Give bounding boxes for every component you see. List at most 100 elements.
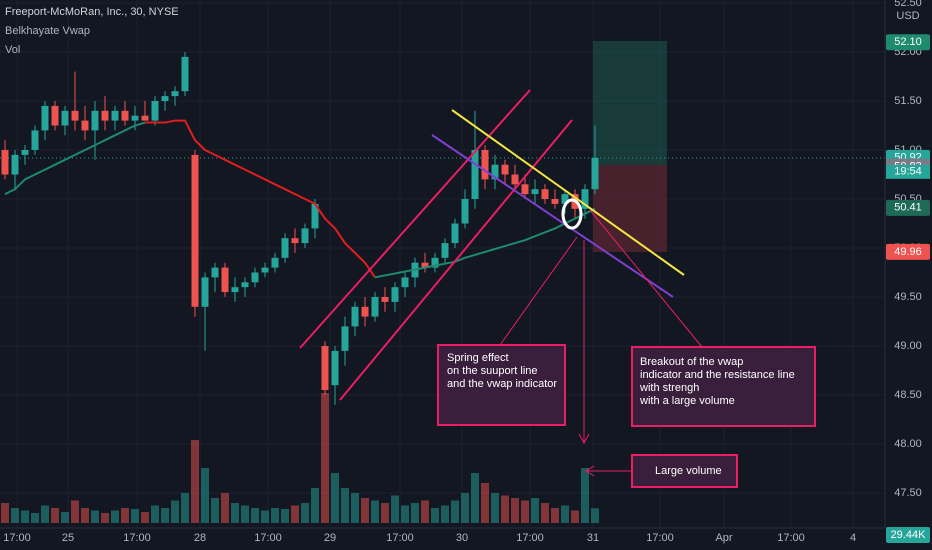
candle-body bbox=[301, 228, 309, 244]
volume-bar bbox=[141, 512, 149, 523]
candle-body bbox=[131, 115, 139, 121]
candle-body bbox=[371, 297, 379, 317]
annotation-box bbox=[631, 346, 816, 427]
annotation-box bbox=[631, 454, 738, 488]
x-tick-label: 17:00 bbox=[123, 532, 151, 544]
volume-bar bbox=[491, 493, 499, 523]
volume-bar bbox=[511, 498, 519, 523]
x-tick-label: 31 bbox=[587, 532, 599, 544]
volume-bar bbox=[561, 505, 569, 523]
candle-body bbox=[61, 110, 69, 126]
candle-body bbox=[51, 105, 59, 126]
volume-bar bbox=[431, 508, 439, 523]
candle-body bbox=[391, 287, 399, 302]
y-tick-label: 52.50 bbox=[894, 0, 922, 9]
candle-body bbox=[201, 277, 209, 307]
volume-bar bbox=[31, 513, 39, 523]
volume-bar bbox=[321, 393, 329, 523]
volume-bar bbox=[21, 510, 29, 523]
candle-body bbox=[311, 203, 319, 229]
candle-body bbox=[341, 326, 349, 351]
y-tick-label: 47.50 bbox=[894, 487, 922, 499]
x-tick-label: Apr bbox=[715, 532, 732, 544]
volume-bar bbox=[51, 508, 59, 523]
annotation-text: Spring effect bbox=[447, 352, 509, 364]
arrows bbox=[499, 209, 703, 477]
candle-body bbox=[591, 157, 599, 190]
vwap-line bbox=[145, 119, 376, 278]
volume-bar bbox=[181, 493, 189, 523]
candle-body bbox=[381, 297, 389, 302]
volume-bar bbox=[151, 505, 159, 523]
volume-bar bbox=[61, 512, 69, 523]
candle-body bbox=[491, 164, 499, 180]
candle-body bbox=[581, 189, 589, 209]
x-tick-label: 17:00 bbox=[3, 532, 31, 544]
candle-body bbox=[11, 154, 19, 175]
candle-body bbox=[451, 223, 459, 244]
candle-body bbox=[121, 110, 129, 121]
vwap-line bbox=[374, 207, 596, 279]
candle-body bbox=[251, 272, 259, 283]
x-tick-label: 29 bbox=[324, 532, 336, 544]
candle-body bbox=[181, 56, 189, 92]
candle-body bbox=[101, 110, 109, 121]
candle-body bbox=[321, 346, 329, 391]
volume-bar bbox=[251, 508, 259, 523]
volume-bar bbox=[451, 500, 459, 523]
vwap-line bbox=[4, 121, 146, 195]
volume-bar bbox=[221, 493, 229, 523]
x-tick-label: 30 bbox=[456, 532, 468, 544]
price-axis bbox=[885, 0, 932, 550]
x-tick-label: 17:00 bbox=[254, 532, 282, 544]
volume-bar bbox=[191, 440, 199, 523]
candle-body bbox=[31, 130, 39, 150]
volume-bar bbox=[161, 508, 169, 523]
volume-bar bbox=[111, 510, 119, 523]
volume-bar bbox=[531, 498, 539, 523]
candle-body bbox=[471, 150, 479, 199]
volume-bar bbox=[261, 510, 269, 523]
candle-body bbox=[261, 267, 269, 273]
candle-body bbox=[521, 184, 529, 195]
candle-body bbox=[151, 101, 159, 121]
annotation-text: and the vwap indicator bbox=[447, 378, 557, 390]
volume-bar bbox=[501, 495, 509, 523]
candle-body bbox=[1, 150, 9, 175]
price-badge bbox=[886, 243, 930, 260]
y-tick-label: 51.50 bbox=[894, 95, 922, 107]
volume-bar bbox=[331, 473, 339, 523]
price-badge bbox=[886, 527, 930, 543]
volume-bar bbox=[41, 505, 49, 523]
candle-body bbox=[461, 199, 469, 224]
price-badge bbox=[886, 199, 930, 216]
candle-body bbox=[441, 243, 449, 258]
volume-bar bbox=[291, 505, 299, 523]
candle-body bbox=[231, 287, 239, 293]
volume-bar bbox=[571, 510, 579, 523]
candle-body bbox=[421, 262, 429, 268]
candle-body bbox=[551, 199, 559, 204]
target-zone bbox=[593, 41, 667, 165]
volume-bar bbox=[551, 508, 559, 523]
volume-bar bbox=[341, 488, 349, 523]
volume bbox=[1, 393, 599, 523]
candle-body bbox=[401, 277, 409, 288]
y-tick-label: 49.50 bbox=[894, 291, 922, 303]
volume-bar bbox=[581, 468, 589, 523]
volume-bar bbox=[281, 509, 289, 523]
volume-bar bbox=[421, 500, 429, 523]
countdown: 19:54 bbox=[894, 166, 922, 178]
volume-bar bbox=[271, 508, 279, 523]
legend-volume: Vol bbox=[5, 44, 20, 56]
candle-body bbox=[501, 164, 509, 175]
volume-bar bbox=[411, 503, 419, 523]
channel-line bbox=[299, 89, 531, 349]
volume-bar bbox=[211, 498, 219, 523]
volume-bar bbox=[591, 508, 599, 523]
volume-bar bbox=[91, 510, 99, 523]
candle-body bbox=[361, 306, 369, 317]
volume-bar bbox=[81, 508, 89, 523]
x-tick-label: 17:00 bbox=[386, 532, 414, 544]
